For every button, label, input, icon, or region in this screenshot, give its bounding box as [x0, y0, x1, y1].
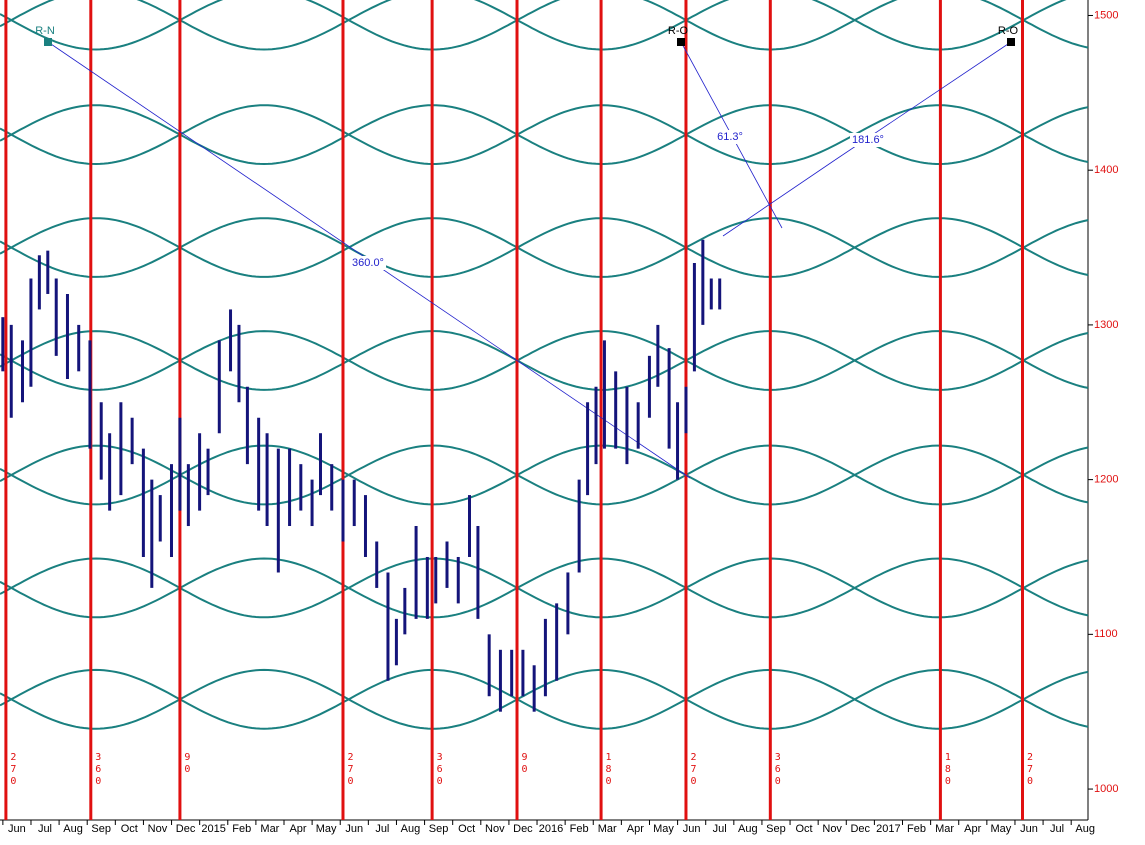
x-tick-label: Apr [289, 823, 306, 835]
marker [44, 38, 52, 46]
wave-line [0, 557, 1089, 619]
x-tick-label: Sep [429, 823, 449, 835]
angle-label-bg [712, 130, 748, 144]
cycle-label: 180 [942, 752, 954, 788]
wave-line [0, 104, 1089, 166]
x-tick-label: Jun [1020, 823, 1038, 835]
y-tick-label: 1500 [1094, 9, 1118, 21]
x-tick-label: Feb [570, 823, 589, 835]
x-tick-label: Aug [1075, 823, 1095, 835]
x-tick-label: Aug [738, 823, 758, 835]
y-tick-label: 1100 [1094, 628, 1118, 640]
cycle-label: 360 [92, 752, 104, 788]
x-tick-label: Feb [907, 823, 926, 835]
x-tick-label: Jun [345, 823, 363, 835]
angle-label-bg [350, 256, 386, 270]
cycle-label: 360 [772, 752, 784, 788]
angle-label: 181.6° [852, 134, 884, 146]
x-tick-label: May [653, 823, 674, 835]
wave-line [0, 0, 1089, 51]
marker-label: R-O [998, 25, 1019, 37]
x-tick-label: Feb [232, 823, 251, 835]
y-tick-label: 1200 [1094, 474, 1118, 486]
x-tick-label: Nov [485, 823, 505, 835]
wave-line [0, 330, 1089, 391]
cycle-label: 270 [344, 752, 356, 788]
cycle-label: 90 [519, 752, 530, 776]
angle-label: 360.0° [352, 257, 384, 269]
cycle-label: 270 [7, 752, 19, 788]
cycle-label: 360 [434, 752, 446, 788]
x-tick-label: Mar [260, 823, 279, 835]
wave-line [0, 0, 1067, 51]
x-tick-label: Dec [176, 823, 196, 835]
y-tick-label: 1000 [1094, 783, 1118, 795]
x-tick-label: Jun [8, 823, 26, 835]
cycle-label: 270 [687, 752, 699, 788]
angle-label: 61.3° [717, 131, 743, 143]
x-tick-label: Mar [935, 823, 954, 835]
x-tick-label: Oct [121, 823, 138, 835]
x-tick-label: Jul [1050, 823, 1064, 835]
y-tick-label: 1300 [1094, 319, 1118, 331]
x-tick-label: Nov [822, 823, 842, 835]
x-tick-label: Oct [458, 823, 475, 835]
x-tick-label: Apr [627, 823, 644, 835]
wave-line [0, 444, 1089, 506]
y-tick-label: 1400 [1094, 164, 1118, 176]
x-tick-label: May [990, 823, 1011, 835]
cycle-label: 90 [181, 752, 193, 776]
wave-line [0, 217, 1089, 278]
x-tick-label: 2015 [201, 823, 225, 835]
wave-line [0, 104, 1089, 166]
x-tick-label: Aug [63, 823, 83, 835]
x-tick-label: Oct [795, 823, 812, 835]
x-tick-label: Dec [513, 823, 533, 835]
wave-line [0, 557, 1089, 619]
marker [677, 38, 685, 46]
wave-line [0, 444, 1089, 506]
x-tick-label: Sep [91, 823, 111, 835]
x-tick-label: May [316, 823, 337, 835]
x-tick-label: Jul [375, 823, 389, 835]
x-tick-label: Nov [148, 823, 168, 835]
x-tick-label: Aug [401, 823, 421, 835]
x-tick-label: Jul [38, 823, 52, 835]
x-tick-label: Dec [850, 823, 870, 835]
wave-line [0, 330, 1089, 391]
x-tick-label: Mar [598, 823, 617, 835]
cycle-label: 270 [1024, 752, 1036, 788]
x-tick-label: Apr [964, 823, 981, 835]
x-tick-label: 2017 [876, 823, 900, 835]
x-tick-label: Sep [766, 823, 786, 835]
cycle-label: 180 [603, 752, 615, 788]
angle-line [722, 159, 836, 237]
wave-line [0, 217, 1089, 278]
x-tick-label: Jun [683, 823, 701, 835]
x-tick-label: 2016 [539, 823, 563, 835]
x-tick-label: Jul [713, 823, 727, 835]
marker [1007, 38, 1015, 46]
marker-label: R-N [35, 25, 55, 37]
marker-label: R-O [668, 25, 689, 37]
angle-label-bg [850, 133, 886, 147]
